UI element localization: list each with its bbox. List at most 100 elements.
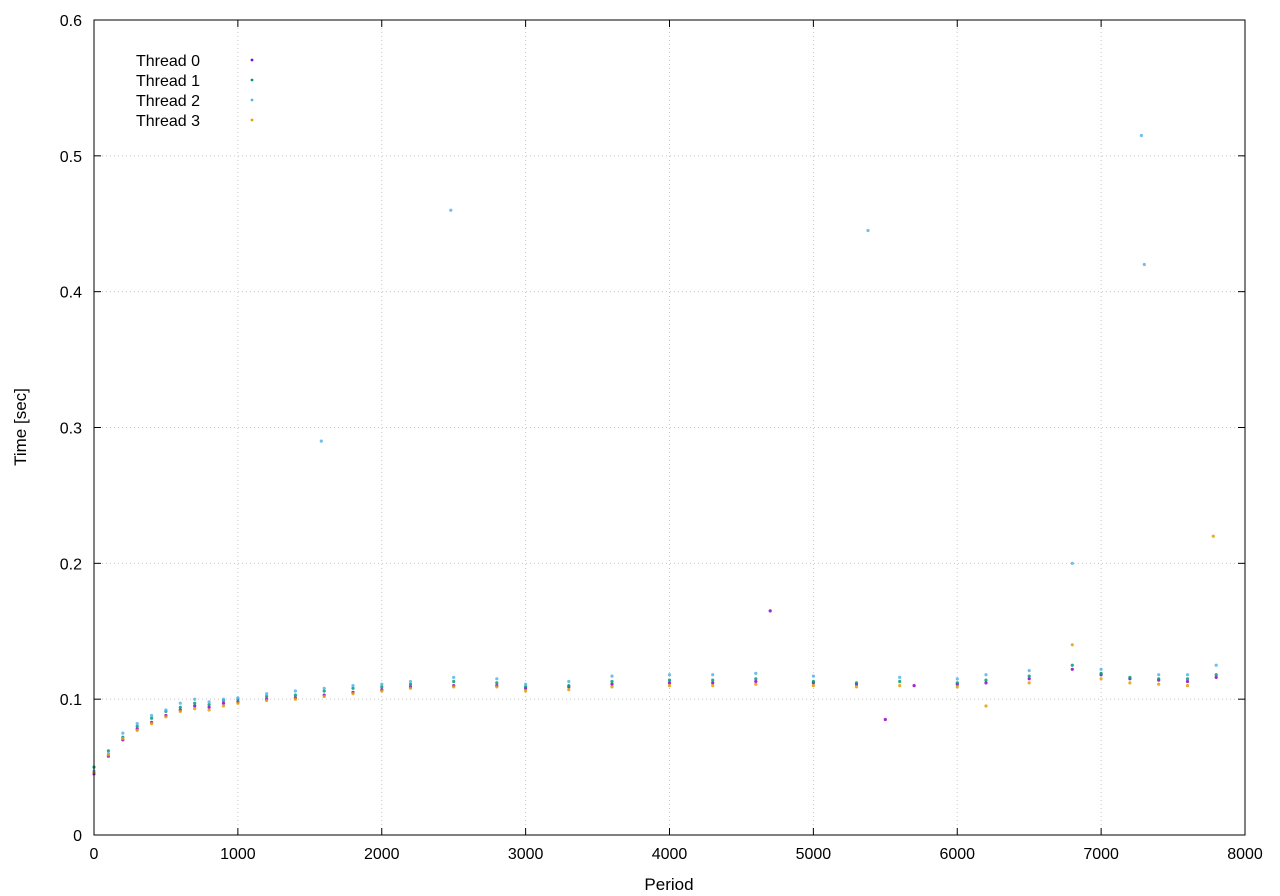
data-point [754,677,758,681]
data-point [1185,673,1190,677]
data-point [322,694,326,699]
data-point [1099,671,1103,676]
data-point [754,679,758,684]
legend: Thread 0 Thread 1 Thread 2 Thread 3 [136,53,254,130]
data-point [1027,681,1031,685]
data-point [135,728,139,733]
data-point [351,686,355,690]
data-point [236,696,240,700]
series-1 [92,663,1218,769]
data-point [178,705,182,709]
data-point [164,708,168,712]
data-point [221,697,226,701]
x-tick-label: 2000 [364,846,400,863]
data-point [221,701,226,705]
data-point [955,677,959,681]
data-point [1128,681,1132,685]
data-point [1070,667,1074,671]
legend-marker [250,58,254,62]
data-point [711,681,715,685]
y-tick-label: 0.4 [60,285,82,302]
data-point [1128,675,1132,680]
data-point [1027,677,1031,681]
data-point [236,701,240,705]
data-point [1099,677,1103,681]
x-axis-label: Period [644,875,693,894]
data-point [351,684,355,688]
data-point [207,703,211,707]
data-point [610,679,614,684]
data-point [984,678,988,682]
data-point [106,753,110,757]
data-point [912,684,916,688]
data-point [380,682,384,686]
data-point [193,704,197,708]
series-2 [92,133,1218,773]
grid [94,20,1245,835]
data-point [178,709,182,714]
data-point [898,684,902,688]
data-point [293,697,297,701]
data-point [567,688,571,692]
x-tick-label: 1000 [220,846,256,863]
data-points [92,133,1218,776]
data-point [955,685,959,689]
data-point [1157,677,1161,681]
legend-label: Thread 1 [136,73,200,90]
data-point [265,694,269,699]
data-point [567,679,571,684]
data-point [984,704,988,708]
data-point [408,686,413,690]
data-point [193,697,197,701]
x-tick-label: 6000 [939,846,975,863]
x-tick-label: 5000 [796,846,832,863]
data-point [667,681,672,685]
data-point [811,679,816,684]
data-point [667,673,672,677]
y-tick-label: 0.6 [60,13,82,30]
data-point [754,682,758,686]
data-point [380,689,384,693]
data-point [811,674,816,678]
data-point [135,724,139,728]
x-tick-label: 7000 [1083,846,1119,863]
data-point [610,674,614,678]
data-point [449,208,453,212]
data-point [1070,643,1074,647]
data-point [207,708,211,712]
data-point [351,692,355,696]
data-point [293,689,297,693]
y-axis-label: Time [sec] [11,388,30,466]
data-point [524,689,528,693]
data-point [1157,682,1161,686]
data-point [293,693,297,697]
data-point [495,677,499,681]
data-point [1070,663,1074,667]
series-0 [92,609,1218,776]
data-point [408,682,413,686]
legend-marker [250,118,254,122]
data-point [193,707,197,711]
y-tick-label: 0.5 [60,149,82,166]
data-point [1185,679,1190,684]
data-point [1185,684,1190,688]
x-tick-label: 4000 [652,846,688,863]
legend-marker [250,98,254,102]
data-point [883,717,887,722]
data-point [178,701,182,705]
data-point [265,698,269,703]
data-point [193,701,197,705]
data-point [121,731,125,735]
y-tick-label: 0.1 [60,692,82,709]
data-point [207,705,211,709]
data-point [1027,669,1031,673]
data-point [1211,534,1215,538]
data-point [984,681,988,685]
legend-label: Thread 0 [136,53,200,70]
data-point [610,682,614,686]
data-point [322,686,326,690]
series-3 [92,534,1215,775]
data-point [106,749,110,753]
y-tick-label: 0.2 [60,556,82,573]
x-tick-labels: 0 1000 2000 3000 4000 5000 6000 7000 8000 [90,846,1263,863]
